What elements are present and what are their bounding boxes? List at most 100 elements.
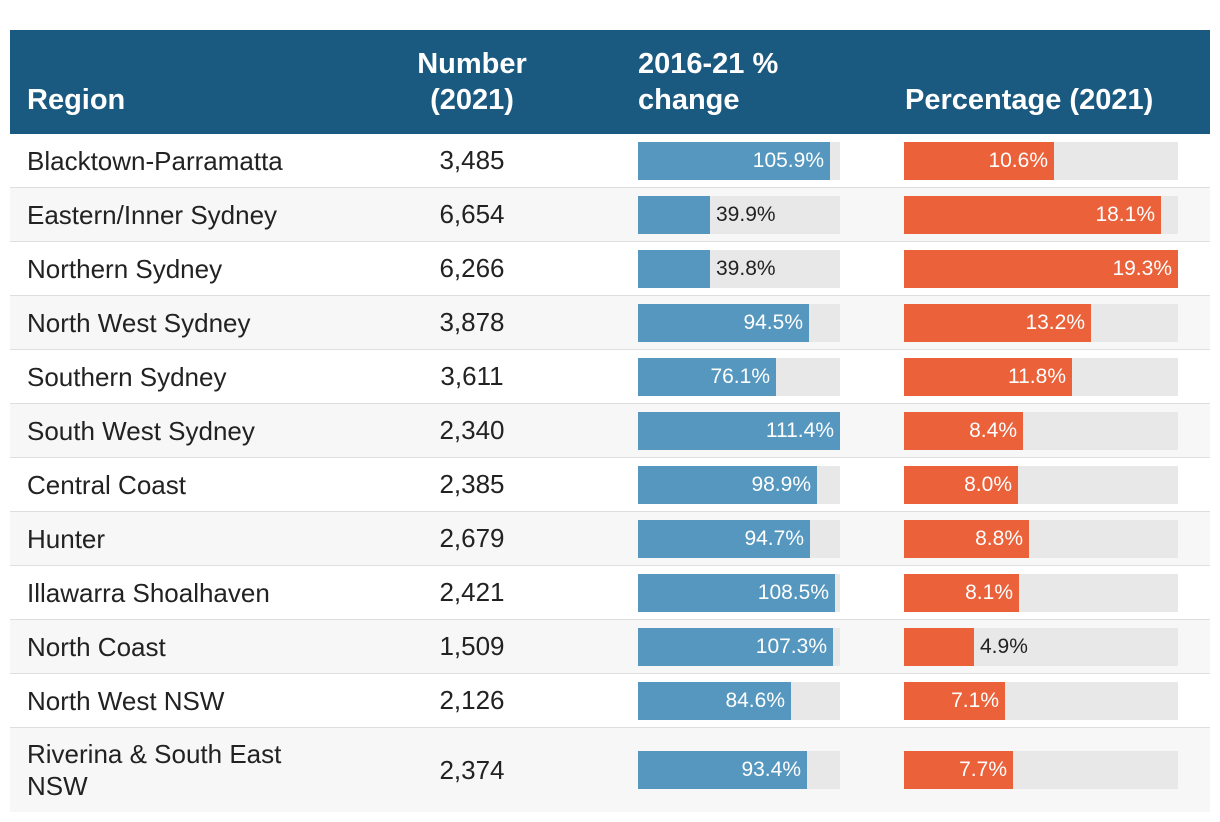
change-bar-track: 84.6% bbox=[638, 681, 840, 720]
table-header: Region Number (2021) 2016-21 % change Pe… bbox=[10, 30, 1210, 134]
percentage-bar-track: 7.1% bbox=[904, 681, 1178, 720]
change-bar-label: 84.6% bbox=[725, 688, 785, 712]
change-bar bbox=[638, 195, 710, 234]
table-row: Northern Sydney 6,266 39.8% 19.3% bbox=[10, 242, 1210, 296]
header-percentage: Percentage (2021) bbox=[905, 84, 1154, 116]
change-bar-label: 39.8% bbox=[716, 256, 776, 280]
percentage-bar-track: 11.8% bbox=[904, 357, 1178, 396]
percentage-bar bbox=[904, 411, 1023, 450]
region-label: Hunter bbox=[27, 523, 106, 554]
percentage-bar-label: 8.1% bbox=[965, 580, 1013, 604]
change-bar bbox=[638, 303, 809, 342]
table-row: Blacktown-Parramatta 3,485 105.9% 10.6% bbox=[10, 134, 1210, 188]
region-label: Southern Sydney bbox=[27, 361, 227, 392]
percentage-bar bbox=[904, 249, 1178, 288]
table-row: Riverina & South East NSW 2,374 93.4% 7.7% bbox=[10, 728, 1210, 812]
percentage-bar bbox=[904, 303, 1091, 342]
change-bar bbox=[638, 751, 807, 789]
change-bar bbox=[638, 249, 710, 288]
percentage-bar-track: 8.8% bbox=[904, 519, 1178, 558]
percentage-bar-track: 13.2% bbox=[904, 303, 1178, 342]
region-label: North West Sydney bbox=[27, 307, 251, 338]
change-bar-track: 108.5% bbox=[638, 573, 840, 612]
percentage-bar-label: 8.0% bbox=[964, 472, 1012, 496]
data-table: Region Number (2021) 2016-21 % change Pe… bbox=[10, 30, 1210, 812]
change-bar-track: 93.4% bbox=[638, 751, 840, 789]
percentage-bar-track: 18.1% bbox=[904, 195, 1178, 234]
table-body: Blacktown-Parramatta 3,485 105.9% 10.6% East… bbox=[10, 134, 1210, 812]
change-bar-track: 111.4% bbox=[638, 411, 840, 450]
percentage-bar bbox=[904, 573, 1019, 612]
percentage-bar-track: 8.1% bbox=[904, 573, 1178, 612]
percentage-bar-track: 7.7% bbox=[904, 751, 1178, 789]
number-value: 2,679 bbox=[439, 523, 505, 553]
percentage-bar-track: 19.3% bbox=[904, 249, 1178, 288]
number-value: 3,878 bbox=[439, 307, 505, 337]
percentage-bar bbox=[904, 141, 1054, 180]
number-value: 3,611 bbox=[440, 361, 504, 391]
number-value: 1,509 bbox=[439, 631, 505, 661]
region-label: Riverina & South East NSW bbox=[27, 739, 282, 801]
region-label: Illawarra Shoalhaven bbox=[27, 577, 270, 608]
region-label: North West NSW bbox=[27, 685, 225, 716]
number-value: 2,385 bbox=[439, 469, 505, 499]
percentage-bar bbox=[904, 465, 1018, 504]
table-row: Southern Sydney 3,611 76.1% 11.8% bbox=[10, 350, 1210, 404]
change-bar bbox=[638, 573, 835, 612]
region-label: North Coast bbox=[27, 631, 166, 662]
percentage-bar-track: 4.9% bbox=[904, 627, 1178, 666]
change-bar-track: 94.5% bbox=[638, 303, 840, 342]
percentage-bar-label: 7.1% bbox=[951, 688, 999, 712]
change-bar-track: 39.9% bbox=[638, 195, 840, 234]
change-bar-track: 39.8% bbox=[638, 249, 840, 288]
table-row: Central Coast 2,385 98.9% 8.0% bbox=[10, 458, 1210, 512]
header-number: Number (2021) bbox=[417, 48, 527, 116]
table-row: North West NSW 2,126 84.6% 7.1% bbox=[10, 674, 1210, 728]
number-value: 2,126 bbox=[439, 685, 505, 715]
number-value: 6,266 bbox=[439, 253, 505, 283]
percentage-bar-label: 8.4% bbox=[969, 418, 1017, 442]
percentage-bar bbox=[904, 519, 1029, 558]
change-bar-track: 107.3% bbox=[638, 627, 840, 666]
change-bar-track: 76.1% bbox=[638, 357, 840, 396]
change-bar-label: 105.9% bbox=[752, 148, 824, 172]
change-bar-label: 93.4% bbox=[741, 758, 801, 781]
change-bar-label: 76.1% bbox=[710, 364, 770, 388]
change-bar bbox=[638, 141, 830, 180]
change-bar-label: 107.3% bbox=[755, 634, 827, 658]
change-bar bbox=[638, 411, 840, 450]
table-row: North West Sydney 3,878 94.5% 13.2% bbox=[10, 296, 1210, 350]
table-row: Illawarra Shoalhaven 2,421 108.5% 8.1% bbox=[10, 566, 1210, 620]
percentage-bar bbox=[904, 357, 1072, 396]
percentage-bar bbox=[904, 751, 1013, 789]
percentage-bar-label: 8.8% bbox=[975, 526, 1023, 550]
table-row: Hunter 2,679 94.7% 8.8% bbox=[10, 512, 1210, 566]
percentage-bar-label: 11.8% bbox=[1008, 364, 1066, 388]
change-bar-track: 98.9% bbox=[638, 465, 840, 504]
percentage-bar-label: 13.2% bbox=[1025, 310, 1085, 334]
change-bar-track: 94.7% bbox=[638, 519, 840, 558]
percentage-bar-track: 8.4% bbox=[904, 411, 1178, 450]
percentage-bar bbox=[904, 681, 1005, 720]
change-bar bbox=[638, 681, 791, 720]
change-bar bbox=[638, 357, 776, 396]
table-row: North Coast 1,509 107.3% 4.9% bbox=[10, 620, 1210, 674]
region-label: Blacktown-Parramatta bbox=[27, 145, 283, 176]
change-bar-label: 94.5% bbox=[743, 310, 803, 334]
change-bar bbox=[638, 519, 810, 558]
number-value: 6,654 bbox=[439, 199, 505, 229]
number-value: 2,340 bbox=[439, 415, 505, 445]
percentage-bar bbox=[904, 195, 1161, 234]
percentage-bar bbox=[904, 627, 974, 666]
change-bar bbox=[638, 465, 817, 504]
percentage-bar-track: 8.0% bbox=[904, 465, 1178, 504]
region-label: Central Coast bbox=[27, 469, 186, 500]
header-change: 2016-21 % change bbox=[638, 48, 779, 116]
header-region: Region bbox=[27, 84, 126, 116]
percentage-bar-label: 4.9% bbox=[980, 634, 1028, 658]
percentage-bar-track: 10.6% bbox=[904, 141, 1178, 180]
change-bar-label: 111.4% bbox=[765, 418, 834, 442]
region-label: Eastern/Inner Sydney bbox=[27, 199, 278, 230]
change-bar-label: 108.5% bbox=[757, 580, 829, 604]
table-row: Eastern/Inner Sydney 6,654 39.9% 18.1% bbox=[10, 188, 1210, 242]
